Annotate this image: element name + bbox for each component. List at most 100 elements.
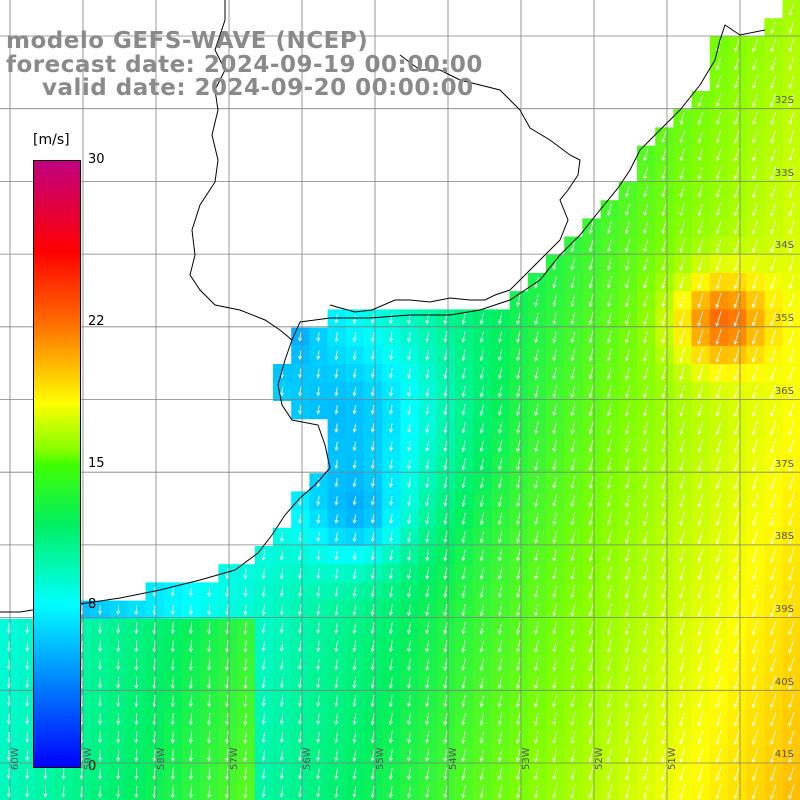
- lon-label: 58W: [156, 747, 167, 770]
- wind-arrow: [352, 786, 357, 799]
- wind-arrow: [788, 402, 795, 417]
- wind-arrow: [679, 584, 685, 599]
- wind-arrow: [788, 729, 795, 745]
- wind-arrow: [715, 221, 722, 235]
- wind-arrow: [606, 221, 612, 235]
- wind-arrow: [534, 440, 539, 453]
- wind-arrow: [770, 329, 777, 345]
- wind-arrow: [279, 731, 284, 744]
- wind-arrow: [770, 239, 777, 253]
- wind-arrow: [661, 203, 667, 217]
- lat-label: 32S: [774, 95, 794, 106]
- wind-arrow: [715, 75, 722, 89]
- wind-arrow: [389, 368, 394, 379]
- wind-arrow: [788, 202, 795, 217]
- lon-label: 52W: [594, 747, 605, 770]
- wind-arrow: [188, 676, 193, 690]
- wind-arrow: [479, 385, 484, 398]
- wind-arrow: [461, 785, 466, 799]
- wind-arrow: [643, 712, 649, 727]
- wind-arrow: [625, 439, 630, 453]
- wind-arrow: [624, 585, 631, 599]
- wind-arrow: [516, 676, 521, 690]
- wind-arrow: [606, 512, 612, 526]
- wind-arrow: [297, 731, 303, 744]
- wind-arrow: [334, 496, 339, 506]
- wind-arrow: [352, 713, 357, 726]
- wind-arrow: [697, 93, 703, 107]
- lat-label: 41S: [774, 749, 794, 761]
- wind-arrow: [461, 313, 466, 325]
- wind-arrow: [788, 620, 795, 636]
- wind-arrow: [697, 329, 704, 345]
- wind-arrow: [570, 585, 576, 599]
- wind-arrow: [588, 494, 594, 508]
- wind-arrow: [643, 330, 649, 344]
- wind-arrow: [443, 349, 448, 361]
- wind-arrow: [352, 477, 357, 488]
- wind-arrow: [25, 640, 30, 653]
- wind-arrow: [752, 184, 758, 199]
- wind-arrow: [298, 550, 303, 561]
- wind-arrow: [734, 112, 740, 126]
- wind-arrow: [715, 675, 722, 690]
- wind-arrow: [625, 421, 630, 435]
- wind-arrow: [697, 493, 704, 508]
- wind-arrow: [661, 257, 667, 271]
- wind-arrow: [770, 220, 777, 235]
- wind-arrow: [425, 785, 430, 799]
- wind-arrow: [98, 605, 103, 615]
- wind-arrow: [534, 785, 539, 799]
- wind-arrow: [461, 767, 466, 781]
- wind-arrow: [734, 130, 740, 144]
- wind-arrow: [733, 748, 740, 763]
- wind-arrow: [751, 766, 759, 782]
- wind-arrow: [479, 712, 484, 726]
- wind-arrow: [679, 384, 685, 399]
- wind-arrow: [606, 276, 612, 289]
- wind-arrow: [752, 639, 758, 654]
- wind-arrow: [97, 786, 103, 799]
- wind-arrow: [497, 640, 503, 653]
- wind-arrow: [425, 676, 430, 690]
- wind-arrow: [752, 39, 758, 53]
- wind-arrow: [534, 658, 539, 672]
- wind-arrow: [734, 75, 740, 89]
- wind-arrow: [734, 202, 740, 217]
- wind-arrow: [661, 494, 667, 508]
- wind-arrow: [588, 403, 594, 417]
- wind-arrow: [497, 494, 503, 508]
- wind-arrow: [770, 111, 777, 126]
- wind-arrow: [279, 640, 284, 653]
- wind-arrow: [61, 786, 66, 798]
- wind-arrow: [516, 440, 521, 453]
- wind-arrow: [297, 677, 303, 689]
- wind-arrow: [497, 367, 503, 380]
- wind-arrow: [370, 313, 375, 325]
- wind-arrow: [643, 694, 649, 709]
- wind-arrow: [97, 658, 103, 671]
- wind-arrow: [134, 731, 139, 744]
- wind-arrow: [715, 766, 722, 782]
- wind-arrow: [352, 622, 357, 635]
- wind-arrow: [552, 312, 557, 326]
- wind-arrow: [116, 786, 121, 799]
- wind-arrow: [534, 639, 539, 654]
- wind-arrow: [352, 331, 357, 343]
- wind-arrow: [788, 329, 795, 345]
- wind-arrow: [661, 457, 667, 472]
- wind-arrow: [697, 421, 704, 435]
- wind-arrow: [752, 457, 758, 472]
- wind-arrow: [334, 368, 339, 379]
- wind-arrow: [425, 694, 430, 708]
- wind-arrow: [734, 184, 740, 199]
- wind-arrow: [188, 640, 193, 653]
- wind-arrow: [661, 439, 667, 454]
- wind-arrow: [388, 567, 393, 580]
- colorbar-tick: 30: [88, 152, 105, 167]
- wind-arrow: [733, 511, 740, 527]
- wind-arrow: [625, 221, 630, 235]
- wind-arrow: [752, 530, 758, 545]
- wind-arrow: [516, 567, 521, 581]
- wind-arrow: [298, 332, 303, 342]
